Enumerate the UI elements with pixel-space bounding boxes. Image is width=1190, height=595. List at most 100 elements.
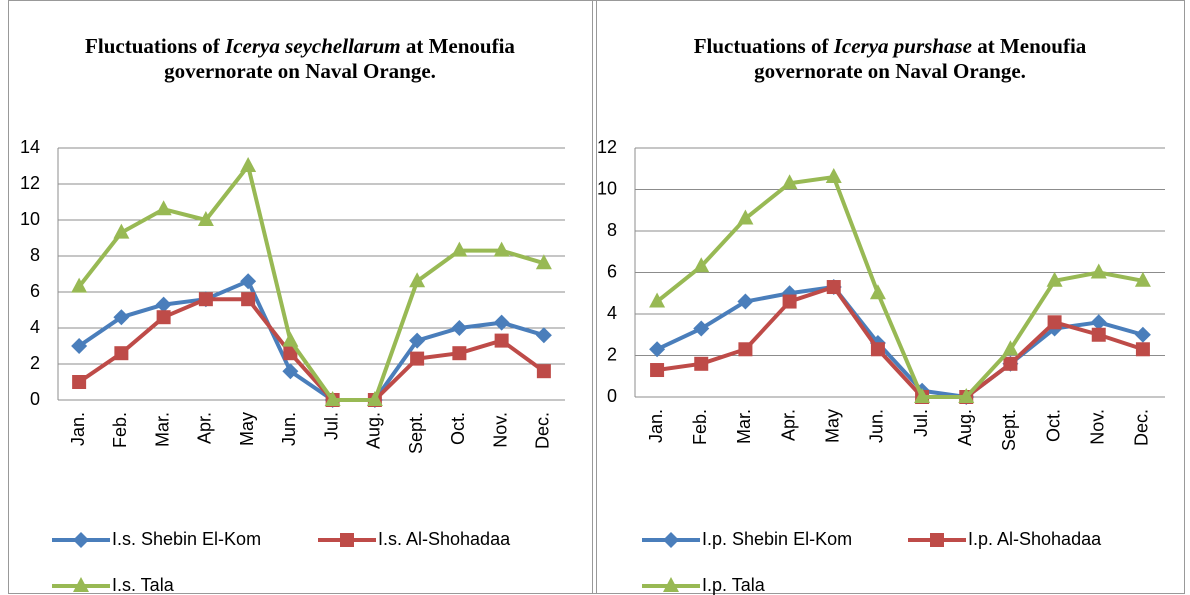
series-line [656, 285, 1144, 399]
y-tick-label: 2 [607, 344, 617, 364]
y-tick-label: 6 [607, 261, 617, 281]
marker [240, 273, 257, 290]
x-tick-label: Nov. [1088, 409, 1108, 445]
marker [494, 333, 509, 348]
x-tick-label: Jan. [646, 409, 666, 443]
title-text: at Menoufia governorate on Naval Orange. [754, 34, 1087, 83]
marker [241, 292, 256, 307]
marker [283, 346, 298, 361]
marker [694, 356, 709, 371]
marker [693, 257, 710, 273]
marker [825, 168, 842, 184]
legend-label: I.p. Al-Shohadaa [968, 529, 1102, 549]
marker [113, 309, 130, 326]
x-tick-label: Oct. [448, 412, 468, 445]
x-tick-label: Mar. [152, 412, 172, 447]
marker [649, 341, 666, 358]
marker [1091, 327, 1106, 342]
marker [535, 254, 552, 270]
series-line [655, 175, 1144, 399]
y-tick-label: 0 [30, 389, 40, 409]
y-tick-label: 10 [597, 178, 617, 198]
marker [72, 375, 87, 389]
x-tick-label: Jun. [867, 409, 887, 443]
x-tick-label: Jan. [68, 412, 88, 446]
marker [536, 364, 551, 379]
marker [410, 351, 425, 366]
marker [324, 391, 341, 406]
legend-marker [663, 577, 679, 592]
marker [782, 294, 797, 309]
x-tick-label: Oct. [1043, 409, 1063, 442]
x-tick-label: Jun. [279, 412, 299, 446]
x-tick-label: Apr. [195, 412, 215, 444]
marker [738, 342, 753, 357]
chart-title: Fluctuations of Icerya purshase at Menou… [670, 34, 1110, 84]
x-tick-label: Dec. [533, 412, 553, 449]
marker [282, 363, 299, 380]
legend-label: I.s. Tala [112, 575, 175, 595]
marker [113, 223, 130, 239]
marker [493, 241, 510, 257]
marker [114, 346, 129, 361]
y-tick-label: 8 [30, 245, 40, 265]
marker [282, 331, 299, 347]
marker [240, 157, 257, 172]
y-tick-label: 12 [20, 173, 40, 193]
x-tick-label: Jul. [321, 412, 341, 440]
marker [737, 209, 754, 225]
title-text: Fluctuations of [85, 34, 226, 58]
marker [198, 292, 213, 307]
y-tick-label: 10 [20, 209, 40, 229]
y-tick-label: 2 [30, 353, 40, 373]
marker [71, 277, 88, 293]
marker [781, 174, 798, 190]
legend-label: I.p. Tala [702, 575, 766, 595]
x-tick-label: Aug. [364, 412, 384, 449]
y-tick-label: 8 [607, 220, 617, 240]
marker [409, 272, 426, 288]
marker [409, 332, 426, 349]
y-tick-label: 14 [20, 137, 40, 157]
legend-marker [73, 577, 89, 592]
x-tick-label: Feb. [110, 412, 130, 448]
marker [493, 314, 510, 331]
y-tick-label: 4 [607, 303, 617, 323]
marker [1135, 342, 1150, 357]
x-tick-label: Feb. [690, 409, 710, 445]
marker [649, 292, 666, 308]
marker [451, 320, 468, 336]
x-tick-label: Sept. [999, 409, 1019, 451]
x-tick-label: Apr. [778, 409, 798, 441]
chart-title: Fluctuations of Icerya seychellarum at M… [80, 34, 520, 84]
marker [1134, 271, 1151, 287]
x-tick-label: Sept. [406, 412, 426, 454]
series-line [77, 164, 545, 402]
series-line [77, 297, 546, 402]
marker [737, 293, 754, 310]
title-species: Icerya seychellarum [225, 34, 401, 58]
marker [870, 342, 885, 357]
marker [826, 280, 841, 295]
title-text: Fluctuations of [693, 34, 834, 58]
marker [958, 388, 975, 403]
x-tick-label: Nov. [490, 412, 510, 448]
legend-marker [663, 532, 679, 548]
legend-marker [930, 533, 944, 547]
series-line [77, 279, 545, 402]
marker [451, 241, 468, 257]
legend-marker [73, 532, 89, 548]
x-tick-label: Mar. [734, 409, 754, 444]
marker [1003, 356, 1018, 371]
x-tick-label: Aug. [955, 409, 975, 446]
title-species: Icerya purshase [833, 34, 972, 58]
legend-label: I.s. Al-Shohadaa [378, 529, 511, 549]
marker [869, 284, 886, 300]
marker [693, 320, 710, 337]
marker [71, 338, 88, 354]
marker [452, 346, 467, 361]
marker [1090, 314, 1107, 331]
y-tick-label: 0 [607, 386, 617, 406]
marker [1134, 326, 1151, 343]
